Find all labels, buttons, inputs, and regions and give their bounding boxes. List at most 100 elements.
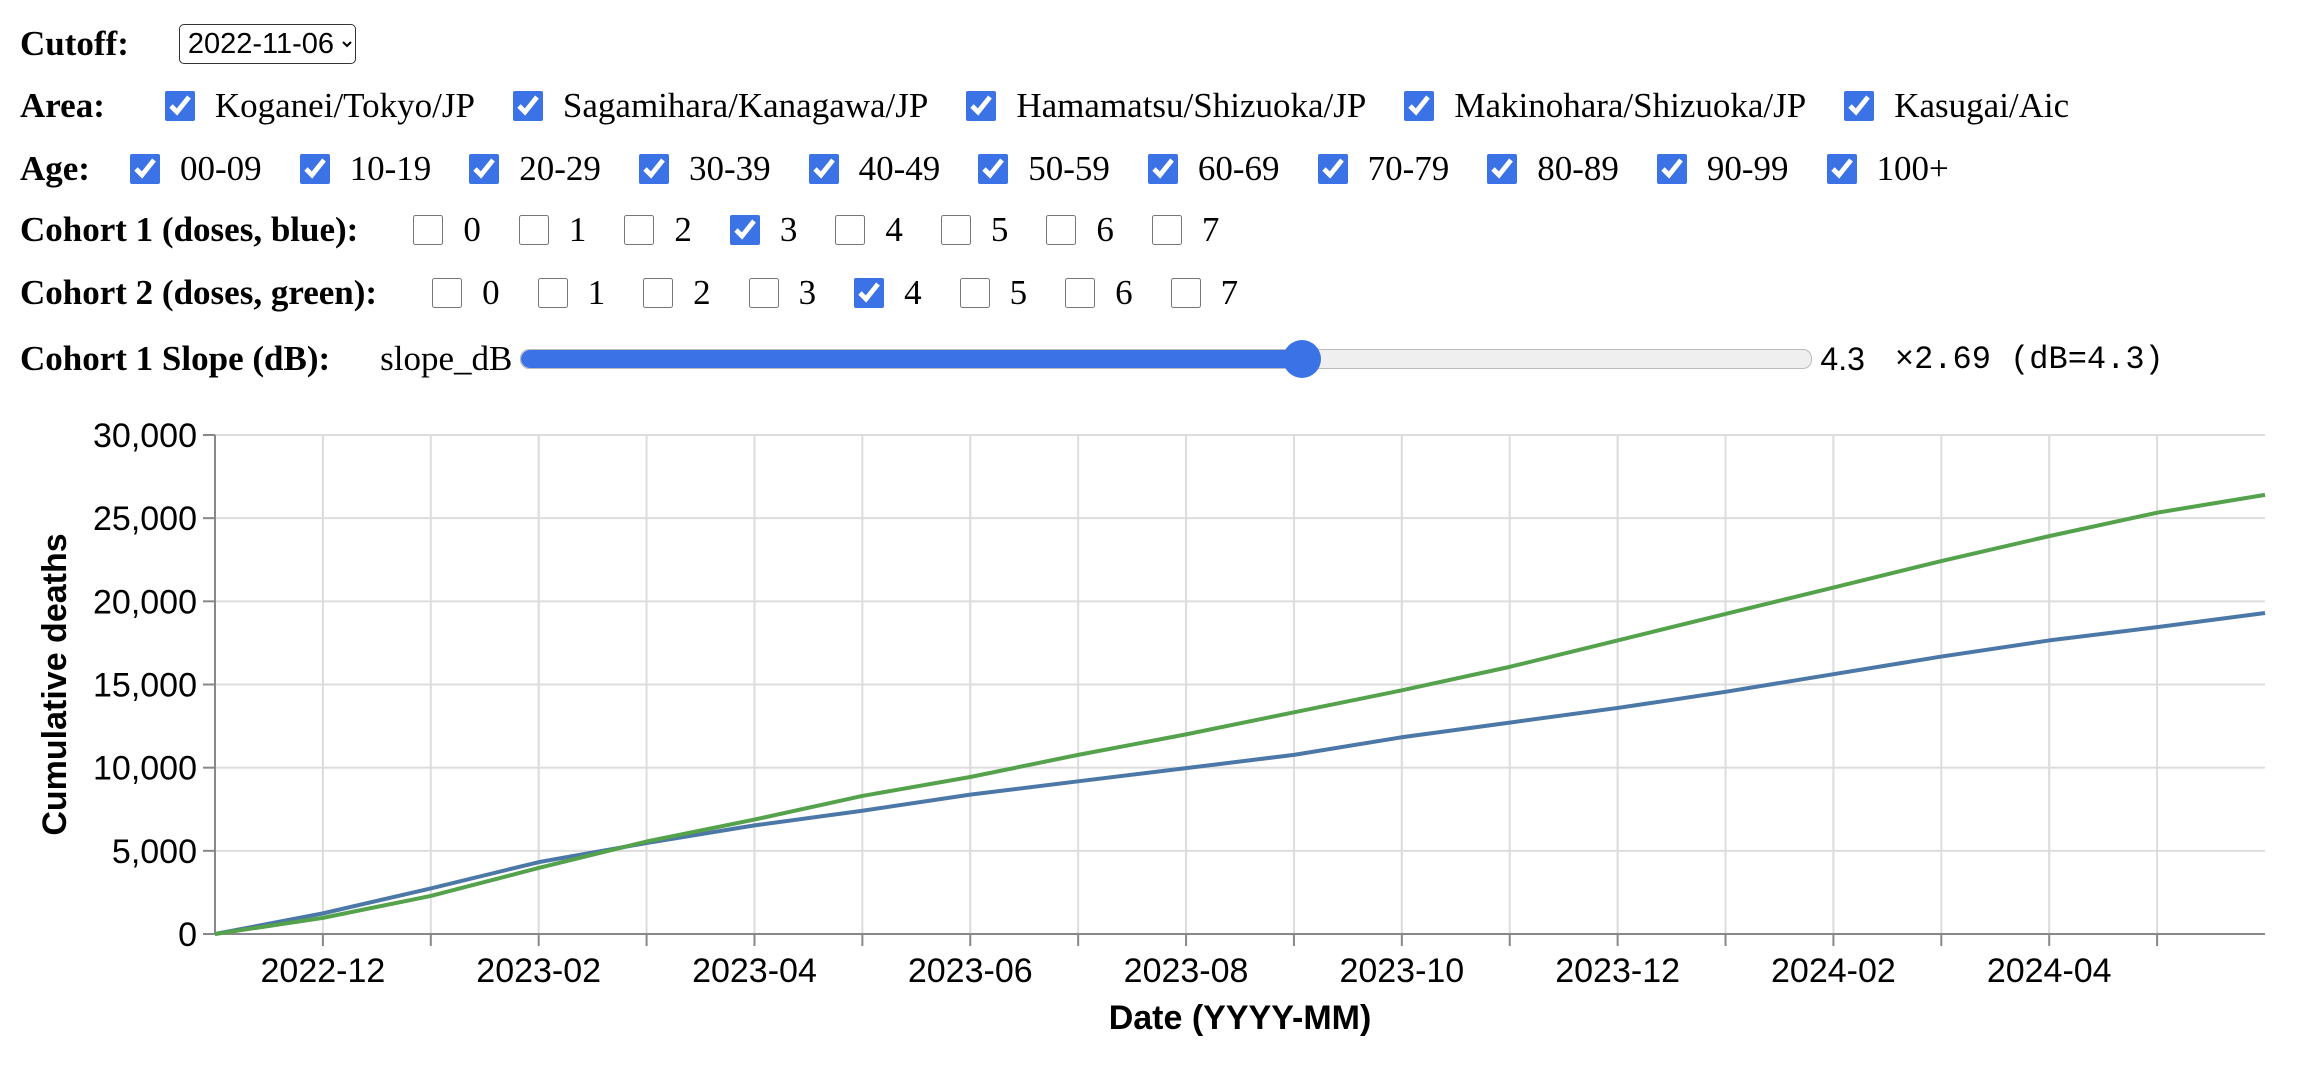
area-option[interactable]: Sagamihara/Kanagawa/JP	[512, 86, 929, 126]
slope-readout: ×2.69 (dB=4.3)	[1894, 340, 2164, 378]
age-option[interactable]: 100+	[1826, 149, 1949, 189]
area-option-label: Sagamihara/Kanagawa/JP	[562, 86, 929, 125]
cohort1-checkbox[interactable]	[729, 215, 760, 245]
x-tick-label: 2023-10	[1339, 952, 1464, 990]
age-checkbox[interactable]	[1487, 154, 1518, 184]
cohort1-option-label: 5	[990, 210, 1009, 249]
cohort1-option[interactable]: 2	[624, 210, 692, 250]
cohort2-checkbox[interactable]	[1065, 278, 1096, 308]
cohort2-checkbox[interactable]	[1170, 278, 1201, 308]
cohort1-option[interactable]: 7	[1151, 210, 1219, 250]
cohort2-option-label: 1	[587, 273, 606, 312]
age-option[interactable]: 70-79	[1317, 149, 1450, 189]
age-option[interactable]: 80-89	[1487, 149, 1619, 189]
cohort2-option[interactable]: 0	[432, 273, 500, 313]
y-tick-label: 25,000	[93, 500, 197, 538]
age-option[interactable]: 10-19	[299, 149, 432, 189]
area-option[interactable]: Hamamatsu/Shizuoka/JP	[966, 86, 1366, 126]
cohort2-checkbox[interactable]	[854, 278, 885, 308]
cohort1-option-label: 4	[885, 210, 903, 249]
age-checkbox[interactable]	[299, 154, 330, 184]
cutoff-row: Cutoff: 2022-11-06	[20, 14, 356, 74]
age-option-label: 70-79	[1367, 149, 1450, 188]
cohort1-checkbox[interactable]	[624, 215, 655, 245]
area-option-label: Kasugai/Aic	[1894, 86, 2070, 125]
age-option[interactable]: 20-29	[469, 149, 601, 189]
age-checkbox[interactable]	[978, 154, 1009, 184]
cohort2-option[interactable]: 3	[748, 273, 817, 313]
x-axis-title: Date (YYYY-MM)	[1109, 999, 1372, 1037]
cohort2-checkbox[interactable]	[537, 278, 568, 308]
cohort1-option-label: 2	[674, 210, 692, 249]
cohort1-option[interactable]: 1	[518, 210, 587, 250]
cohort1-checkbox[interactable]	[1046, 215, 1077, 245]
cohort2-option-label: 4	[904, 273, 922, 312]
cohort1-checkbox[interactable]	[1151, 215, 1182, 245]
area-checkbox[interactable]	[512, 91, 543, 121]
cohort2-option[interactable]: 4	[854, 273, 922, 313]
x-tick-label: 2023-12	[1555, 952, 1680, 990]
age-option-label: 50-59	[1028, 149, 1110, 188]
area-checkbox[interactable]	[164, 91, 195, 121]
cohort1-checkbox[interactable]	[940, 215, 971, 245]
area-checkbox[interactable]	[1844, 91, 1875, 121]
cohort1-checkbox[interactable]	[518, 215, 549, 245]
cohort1-option-label: 1	[568, 210, 587, 249]
age-label: Age:	[20, 149, 90, 188]
age-checkbox[interactable]	[1147, 154, 1178, 184]
x-tick-label: 2023-02	[476, 952, 601, 990]
age-checkbox[interactable]	[808, 154, 839, 184]
cohort2-checkbox[interactable]	[432, 278, 463, 308]
age-checkbox[interactable]	[1826, 154, 1857, 184]
age-option-label: 10-19	[349, 149, 432, 188]
age-checkbox[interactable]	[469, 154, 500, 184]
area-checkbox[interactable]	[966, 91, 997, 121]
slope-slider[interactable]	[520, 340, 1813, 378]
area-option-label: Koganei/Tokyo/JP	[214, 86, 475, 125]
cohort2-option[interactable]: 6	[1065, 273, 1133, 313]
cohort1-checkbox[interactable]	[835, 215, 866, 245]
cohort1-option[interactable]: 3	[729, 210, 798, 250]
cohort1-option[interactable]: 5	[940, 210, 1009, 250]
age-option[interactable]: 50-59	[978, 149, 1110, 189]
cohort1-option[interactable]: 6	[1046, 210, 1114, 250]
cohort2-checkbox[interactable]	[748, 278, 779, 308]
age-checkbox[interactable]	[1317, 154, 1348, 184]
cohort1-option-label: 3	[779, 210, 798, 249]
cohort2-option-label: 0	[482, 273, 500, 312]
age-option[interactable]: 00-09	[129, 149, 262, 189]
area-option-label: Makinohara/Shizuoka/JP	[1454, 86, 1807, 125]
age-option[interactable]: 40-49	[808, 149, 940, 189]
y-tick-label: 5,000	[112, 833, 197, 871]
cohort2-row: Cohort 2 (doses, green): 0 1 2 3 4 5 6 7	[20, 263, 1276, 323]
age-row: Age: 00-09 10-19 20-29 30-39 40-49 50-59 60-69 7…	[20, 139, 1987, 199]
cohort2-option[interactable]: 2	[643, 273, 711, 313]
cohort1-option[interactable]: 0	[413, 210, 481, 250]
slope-row: Cohort 1 Slope (dB): slope_dB 4.3 ×2.69 (dB…	[20, 329, 2164, 389]
area-row: Area: Koganei/Tokyo/JP Sagamihara/Kanagawa…	[20, 76, 2107, 136]
age-checkbox[interactable]	[1656, 154, 1687, 184]
area-checkbox[interactable]	[1404, 91, 1435, 121]
slope-slider-thumb[interactable]	[1283, 340, 1322, 378]
cohort2-checkbox[interactable]	[959, 278, 990, 308]
cohort2-option[interactable]: 5	[959, 273, 1027, 313]
cohort1-option-label: 6	[1096, 210, 1114, 249]
age-option[interactable]: 90-99	[1656, 149, 1789, 189]
area-option[interactable]: Kasugai/Aic	[1844, 86, 2069, 126]
line-series	[214, 610, 2266, 936]
age-option[interactable]: 30-39	[638, 149, 771, 189]
cohort2-option-label: 2	[693, 273, 711, 312]
area-option[interactable]: Koganei/Tokyo/JP	[164, 86, 475, 126]
cohort2-option[interactable]: 7	[1170, 273, 1238, 313]
cutoff-select[interactable]: 2022-11-06	[178, 24, 356, 64]
cohort1-option[interactable]: 4	[835, 210, 903, 250]
area-option[interactable]: Makinohara/Shizuoka/JP	[1404, 86, 1806, 126]
age-checkbox[interactable]	[638, 154, 669, 184]
cohort2-option-label: 3	[798, 273, 817, 312]
cohort2-option[interactable]: 1	[537, 273, 606, 313]
age-checkbox[interactable]	[129, 154, 160, 184]
cohort2-checkbox[interactable]	[643, 278, 674, 308]
cohort1-checkbox[interactable]	[413, 215, 444, 245]
age-option[interactable]: 60-69	[1147, 149, 1280, 189]
